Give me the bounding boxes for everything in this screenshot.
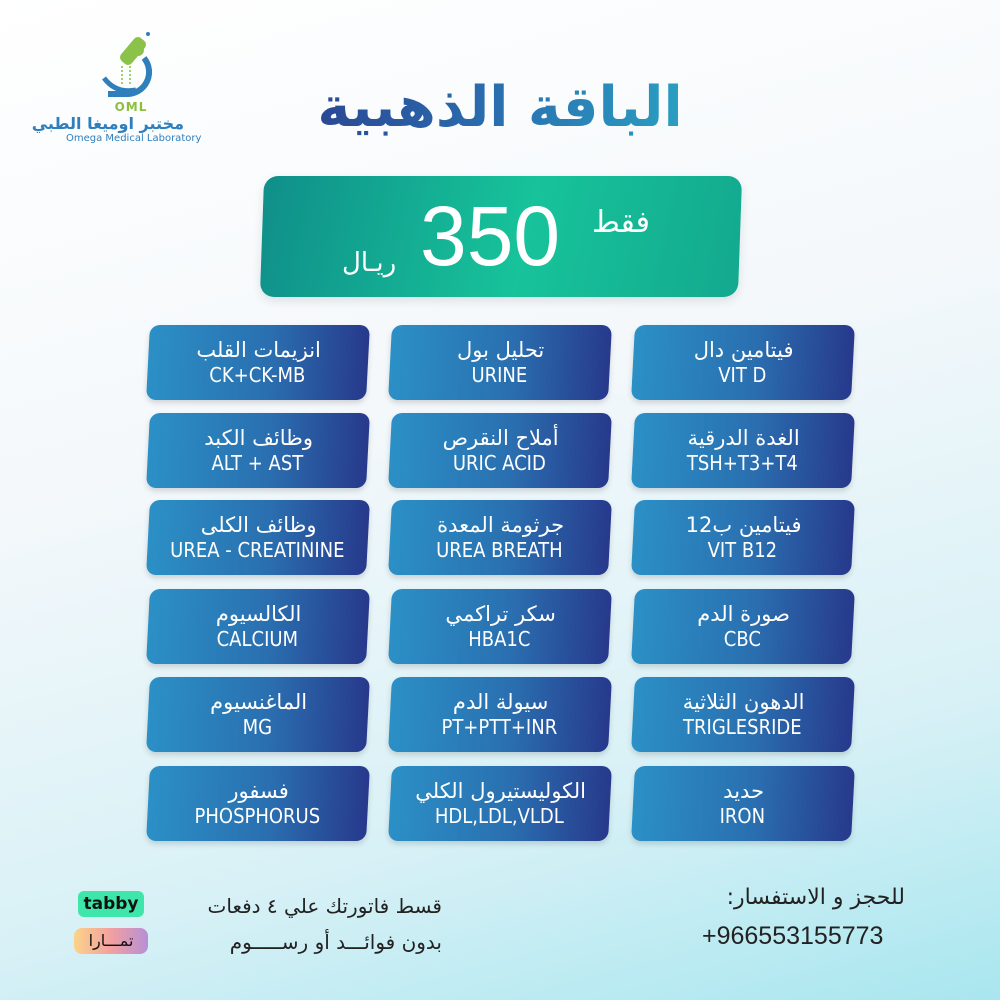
tabby-logo: tabby (78, 891, 144, 917)
test-name-en: HBA1C (468, 627, 531, 652)
test-name-ar: سكر تراكمي (445, 601, 556, 626)
test-name-ar: الدهون الثلاثية (682, 689, 805, 714)
test-name-en: HDL,LDL,VLDL (434, 804, 564, 829)
test-card: الماغنسيوم MG (146, 677, 370, 752)
logo: OML مختبر اوميغا الطبي Omega Medical Lab… (32, 28, 201, 144)
test-name-ar: وظائف الكبد (204, 425, 313, 450)
phone-number[interactable]: +966553155773 (702, 922, 884, 950)
test-name-en: UREA - CREATININE (170, 538, 345, 563)
test-card: الكوليستيرول الكلي HDL,LDL,VLDL (388, 766, 612, 841)
test-card: صورة الدم CBC (631, 589, 855, 664)
test-card: فيتامين دال VIT D (631, 325, 855, 400)
price-amount: 350 (420, 189, 561, 283)
test-card: أملاح النقرص URIC ACID (388, 413, 612, 488)
test-name-ar: انزيمات القلب (196, 337, 321, 362)
test-name-en: UREA BREATH (436, 538, 563, 563)
test-card: الغدة الدرقية TSH+T3+T4 (631, 413, 855, 488)
price-only-label: فقط (592, 205, 650, 240)
test-name-ar: الكالسيوم (215, 601, 302, 626)
test-name-ar: فيتامين دال (693, 337, 794, 362)
logo-name-ar: مختبر اوميغا الطبي (31, 114, 184, 133)
test-card: الدهون الثلاثية TRIGLESRIDE (631, 677, 855, 752)
tamara-logo: تمـــارا (74, 928, 148, 954)
test-card: الكالسيوم CALCIUM (146, 589, 370, 664)
test-card: سكر تراكمي HBA1C (388, 589, 612, 664)
installment-line-1: قسط فاتورتك علي ٤ دفعات (207, 894, 442, 918)
test-card: تحليل بول URINE (388, 325, 612, 400)
test-name-en: URINE (471, 363, 528, 388)
test-card: وظائف الكبد ALT + AST (146, 413, 370, 488)
price-currency: ريـال (342, 248, 397, 278)
microscope-icon (102, 32, 153, 98)
test-name-en: MG (242, 715, 273, 740)
test-name-ar: فسفور (228, 778, 289, 803)
test-name-ar: الكوليستيرول الكلي (415, 778, 587, 803)
test-name-ar: حديد (723, 778, 765, 803)
test-name-en: CALCIUM (216, 627, 299, 652)
test-name-ar: تحليل بول (457, 337, 545, 362)
test-name-en: TRIGLESRIDE (683, 715, 802, 740)
test-name-en: VIT B12 (707, 538, 778, 563)
test-name-ar: الغدة الدرقية (687, 425, 800, 450)
test-name-en: TSH+T3+T4 (686, 451, 798, 476)
test-name-en: CK+CK-MB (209, 363, 306, 388)
test-name-ar: وظائف الكلى (200, 512, 317, 537)
test-card: فيتامين ب12 VIT B12 (631, 500, 855, 575)
package-title: الباقة الذهبية (250, 75, 750, 140)
test-name-ar: فيتامين ب12 (685, 512, 802, 537)
test-card: فسفور PHOSPHORUS (146, 766, 370, 841)
contact-label: للحجز و الاستفسار: (726, 885, 905, 910)
test-name-ar: سيولة الدم (452, 689, 549, 714)
logo-abbr: OML (114, 100, 148, 114)
test-card: جرثومة المعدة UREA BREATH (388, 500, 612, 575)
test-name-ar: أملاح النقرص (442, 425, 559, 450)
test-name-en: CBC (723, 627, 761, 652)
test-name-en: VIT D (718, 363, 767, 388)
installment-line-2: بدون فوائـــد أو رســـــوم (229, 930, 442, 954)
test-name-en: URIC ACID (452, 451, 546, 476)
installment-text: قسط فاتورتك علي ٤ دفعات بدون فوائـــد أو… (180, 888, 442, 960)
test-name-en: PT+PTT+INR (441, 715, 558, 740)
test-name-en: PHOSPHORUS (194, 804, 321, 829)
test-card: وظائف الكلى UREA - CREATININE (146, 500, 370, 575)
test-name-ar: الماغنسيوم (210, 689, 308, 714)
test-card: سيولة الدم PT+PTT+INR (388, 677, 612, 752)
test-card: انزيمات القلب CK+CK-MB (146, 325, 370, 400)
test-name-en: IRON (719, 804, 766, 829)
test-name-en: ALT + AST (211, 451, 304, 476)
test-name-ar: صورة الدم (697, 601, 791, 626)
logo-name-en: Omega Medical Laboratory (66, 133, 202, 144)
test-name-ar: جرثومة المعدة (437, 512, 565, 537)
test-card: حديد IRON (631, 766, 855, 841)
